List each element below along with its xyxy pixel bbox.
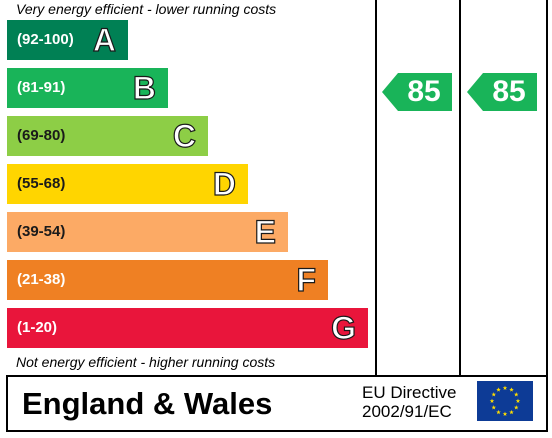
band-letter: A: [92, 21, 116, 58]
band-g: (1-20) G: [7, 308, 368, 348]
eu-star: [491, 405, 497, 410]
current-rating-arrow: 85: [382, 73, 452, 111]
eu-star: [496, 409, 501, 415]
eu-flag-icon: [477, 381, 533, 421]
eu-star: [496, 387, 501, 392]
divider-line: [546, 0, 548, 432]
divider-line: [459, 0, 461, 376]
band-b: (81-91) B: [7, 68, 168, 108]
band-letter: B: [132, 69, 156, 106]
band-range-label: (1-20): [17, 319, 58, 336]
region-label: England & Wales: [22, 386, 273, 421]
bottom-caption: Not energy efficient - higher running co…: [16, 354, 276, 370]
eu-star: [502, 385, 508, 390]
eu-star: [502, 411, 508, 416]
band-range-label: (39-54): [17, 223, 66, 240]
band-range-label: (21-38): [17, 271, 66, 288]
divider-line: [6, 430, 548, 432]
band-c: (69-80) C: [7, 116, 208, 156]
divider-line: [6, 376, 8, 432]
band-a: (92-100) A: [7, 20, 128, 60]
band-letter: D: [212, 165, 236, 202]
eu-star: [491, 392, 497, 397]
band-d: (55-68) D: [7, 164, 248, 204]
rating-value: 85: [492, 75, 526, 108]
divider-line: [6, 375, 548, 377]
eu-star: [515, 398, 521, 403]
eu-star: [509, 409, 514, 415]
eu-star: [513, 392, 519, 397]
directive-line-1: EU Directive: [362, 383, 457, 402]
rating-value: 85: [407, 75, 441, 108]
band-e: (39-54) E: [7, 212, 288, 252]
band-letter: G: [331, 309, 357, 346]
potential-rating-arrow: 85: [467, 73, 537, 111]
rating-arrow-shape: [467, 73, 537, 111]
eu-star: [489, 398, 495, 403]
rating-arrow-shape: [382, 73, 452, 111]
band-range-label: (81-91): [17, 79, 66, 96]
band-range-label: (69-80): [17, 127, 66, 144]
band-letter: C: [172, 117, 196, 154]
band-range-label: (92-100): [17, 31, 74, 48]
band-f: (21-38) F: [7, 260, 328, 300]
eu-star: [513, 405, 519, 410]
band-letter: E: [254, 213, 277, 250]
top-caption: Very energy efficient - lower running co…: [16, 1, 277, 17]
eu-directive-label: EU Directive 2002/91/EC: [362, 383, 456, 421]
eu-star: [509, 387, 514, 392]
divider-line: [375, 0, 377, 376]
band-letter: F: [296, 261, 317, 298]
directive-line-2: 2002/91/EC: [362, 402, 452, 421]
band-range-label: (55-68): [17, 175, 66, 192]
